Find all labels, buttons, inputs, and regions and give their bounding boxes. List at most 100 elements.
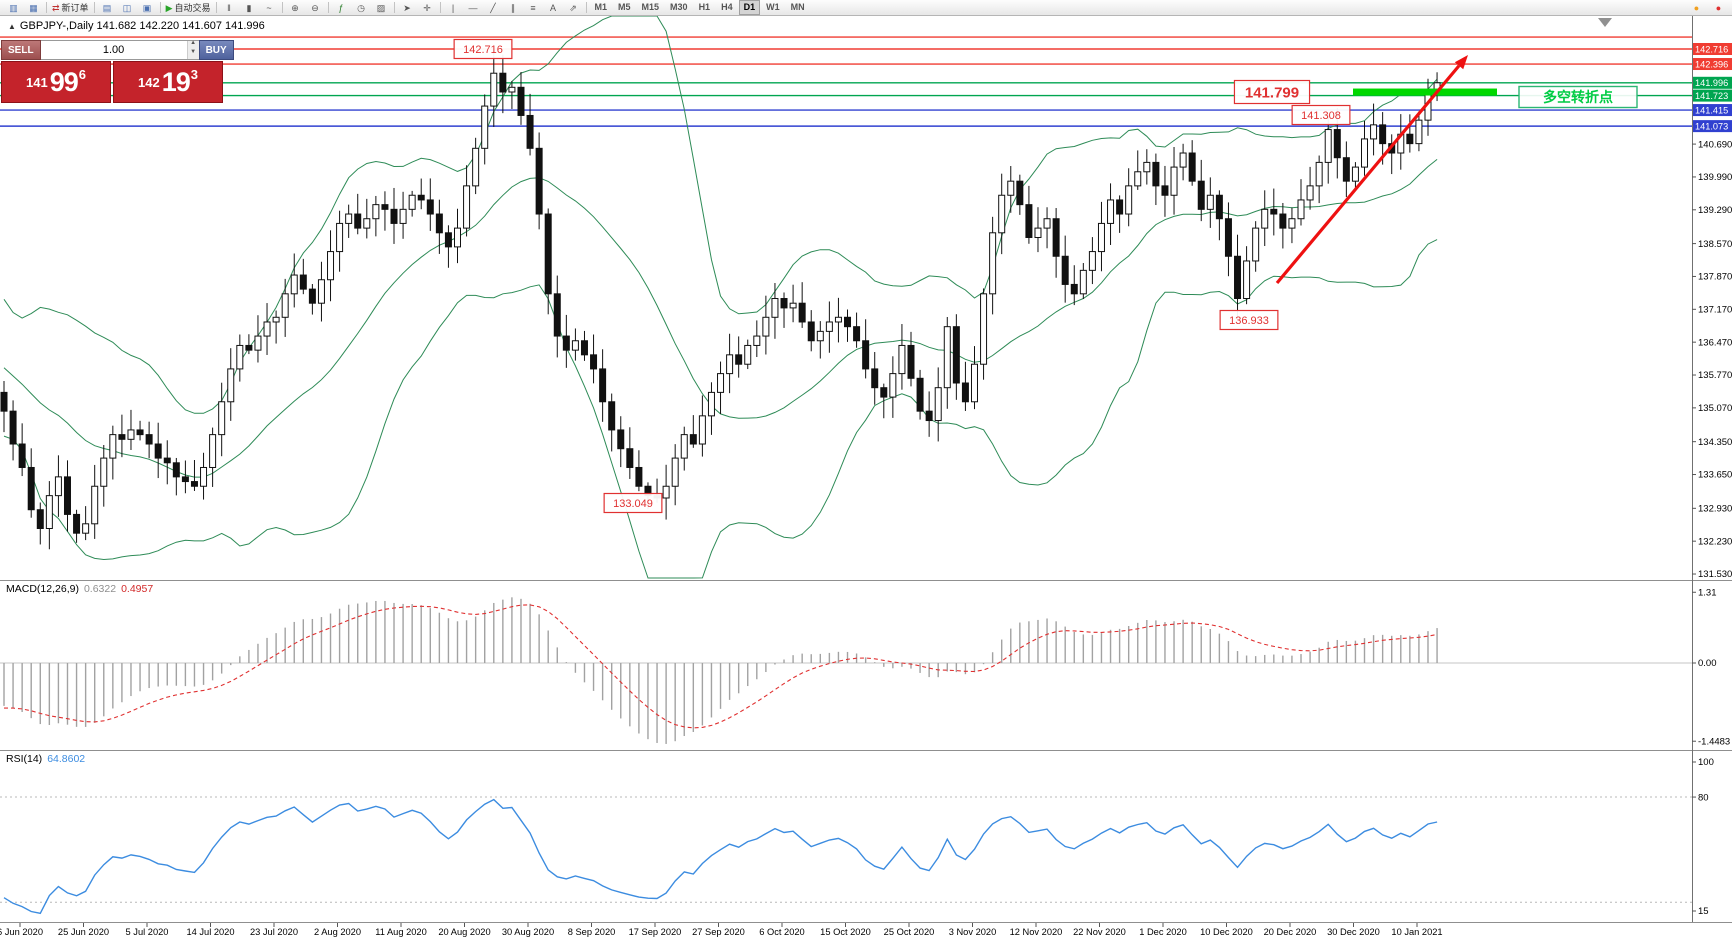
toolbar-separator (327, 2, 329, 13)
line-chart-icon[interactable]: ~ (266, 2, 272, 13)
buy-price-point: 3 (190, 66, 198, 82)
timeframe-button-m5[interactable]: M5 (618, 2, 631, 12)
svg-text:6 Jun 2020: 6 Jun 2020 (0, 927, 43, 937)
toolbar-separator (585, 2, 587, 13)
svg-text:25 Jun 2020: 25 Jun 2020 (58, 927, 109, 937)
profiles-icon[interactable]: ▦ (29, 2, 38, 13)
cursor-icon[interactable]: ➤ (403, 2, 411, 13)
svg-text:135.070: 135.070 (1698, 403, 1732, 414)
arrows-icon[interactable]: ⇗ (569, 2, 577, 13)
svg-text:139.990: 139.990 (1698, 172, 1732, 183)
svg-text:8 Sep 2020: 8 Sep 2020 (568, 927, 616, 937)
svg-text:142.716: 142.716 (1695, 44, 1728, 54)
alert-icon[interactable]: ● (1693, 2, 1700, 13)
lot-size-input[interactable] (40, 41, 187, 59)
svg-text:141.996: 141.996 (1695, 78, 1728, 88)
timeframe-button-d1[interactable]: D1 (738, 0, 761, 15)
trendline-icon[interactable]: ╱ (490, 2, 496, 13)
templates-icon[interactable]: ▨ (376, 2, 386, 13)
periods-icon[interactable]: ◷ (357, 2, 365, 13)
annotation-box[interactable] (1233, 79, 1311, 105)
svg-text:-1.4483: -1.4483 (1698, 736, 1730, 747)
candlestick-chart-icon[interactable]: ▮ (246, 2, 252, 13)
community-icon[interactable]: ● (1715, 2, 1722, 13)
macd-name: MACD(12,26,9) (6, 583, 79, 595)
horizontal-level-lines[interactable] (0, 36, 1692, 127)
rsi-name: RSI(14) (6, 753, 43, 765)
timeframe-button-m30[interactable]: M30 (670, 2, 688, 12)
note-box[interactable]: 多空转折点 (1518, 85, 1638, 109)
sell-price-point: 6 (78, 66, 86, 82)
svg-text:136.933: 136.933 (1229, 315, 1269, 327)
macd-panel (0, 597, 1692, 744)
toolbar-separator (159, 2, 161, 13)
sell-button[interactable]: SELL (1, 40, 41, 60)
new-chart-icon[interactable]: ▥ (9, 2, 18, 13)
svg-text:17 Sep 2020: 17 Sep 2020 (629, 927, 682, 937)
lot-increase-button[interactable]: ▲ (187, 40, 199, 50)
new-order-button[interactable]: ⇄ 新订单 (52, 2, 89, 14)
svg-text:30 Dec 2020: 30 Dec 2020 (1327, 927, 1380, 937)
market-watch-icon[interactable]: ▤ (102, 2, 112, 13)
svg-text:140.690: 140.690 (1698, 139, 1732, 150)
navigator-icon[interactable]: ◫ (122, 2, 132, 13)
support-zone-bar[interactable] (1353, 88, 1497, 96)
crosshair-icon[interactable]: ✛ (423, 2, 431, 13)
annotation-box[interactable] (1291, 104, 1351, 126)
lot-size-field: ▲ ▼ (40, 40, 199, 60)
timeframe-button-m15[interactable]: M15 (641, 2, 660, 12)
svg-text:141.308: 141.308 (1301, 110, 1341, 122)
annotation-box[interactable] (453, 38, 513, 60)
svg-text:10 Jan 2021: 10 Jan 2021 (1391, 927, 1442, 937)
timeframe-button-h1[interactable]: H1 (698, 2, 711, 12)
toolbar-separator (215, 2, 217, 13)
rsi-value: 64.8602 (47, 753, 86, 765)
svg-text:136.470: 136.470 (1698, 337, 1732, 348)
terminal-icon[interactable]: ▣ (142, 2, 152, 13)
buy-price-pips: 19 (161, 66, 191, 97)
fibonacci-icon[interactable]: ≡ (530, 2, 536, 13)
timeframe-button-m1[interactable]: M1 (594, 2, 608, 12)
macd-indicator-label: MACD(12,26,9) 0.6322 0.4957 (6, 583, 153, 595)
vertical-line-icon[interactable]: | (451, 2, 455, 13)
scroll-to-end-marker[interactable] (1598, 18, 1612, 27)
svg-text:6 Oct 2020: 6 Oct 2020 (759, 927, 804, 937)
svg-text:100: 100 (1698, 757, 1714, 768)
svg-text:142.396: 142.396 (1695, 59, 1728, 69)
buy-button[interactable]: BUY (198, 40, 234, 60)
channel-icon[interactable]: ∥ (510, 2, 516, 13)
sell-price-display[interactable]: 141 99 6 (1, 61, 111, 103)
svg-text:15: 15 (1698, 906, 1709, 917)
toolbar-separator (46, 2, 47, 13)
svg-text:134.350: 134.350 (1698, 437, 1732, 448)
trend-arrow[interactable] (1275, 55, 1468, 285)
buy-price-prefix: 142 (138, 74, 160, 90)
timeframe-button-h4[interactable]: H4 (721, 2, 733, 12)
annotation-box[interactable] (603, 492, 663, 514)
lot-spinner: ▲ ▼ (186, 40, 199, 59)
buy-price-display[interactable]: 142 19 3 (113, 61, 223, 103)
price-axis: 140.690 139.990 139.290 138.570 137.870 137.1… (1692, 139, 1732, 917)
one-click-trading-panel: SELL ▲ ▼ BUY 141 99 6 142 19 3 (1, 40, 234, 103)
autotrading-button[interactable]: ▶ 自动交易 (165, 2, 211, 14)
svg-text:1.31: 1.31 (1698, 587, 1717, 598)
chart-window-icon[interactable]: ▲ (8, 21, 16, 31)
lot-decrease-button[interactable]: ▼ (187, 49, 199, 59)
annotation-box[interactable] (1219, 309, 1279, 331)
svg-text:141.415: 141.415 (1695, 105, 1728, 115)
horizontal-line-icon[interactable]: ― (468, 2, 478, 13)
zoom-in-icon[interactable]: ⊕ (291, 2, 299, 13)
zoom-out-icon[interactable]: ⊖ (311, 2, 319, 13)
svg-text:15 Oct 2020: 15 Oct 2020 (820, 927, 871, 937)
toolbar-separator (281, 2, 283, 13)
svg-text:132.230: 132.230 (1698, 536, 1732, 547)
svg-text:20 Aug 2020: 20 Aug 2020 (438, 927, 490, 937)
text-label-icon[interactable]: A (549, 2, 556, 13)
indicators-icon[interactable]: ƒ (338, 2, 344, 13)
bar-chart-icon[interactable]: ‖ (227, 2, 231, 13)
timeframe-button-mn[interactable]: MN (790, 2, 805, 12)
timeframe-button-w1[interactable]: W1 (766, 2, 780, 12)
candles-series[interactable] (0, 49, 1441, 550)
